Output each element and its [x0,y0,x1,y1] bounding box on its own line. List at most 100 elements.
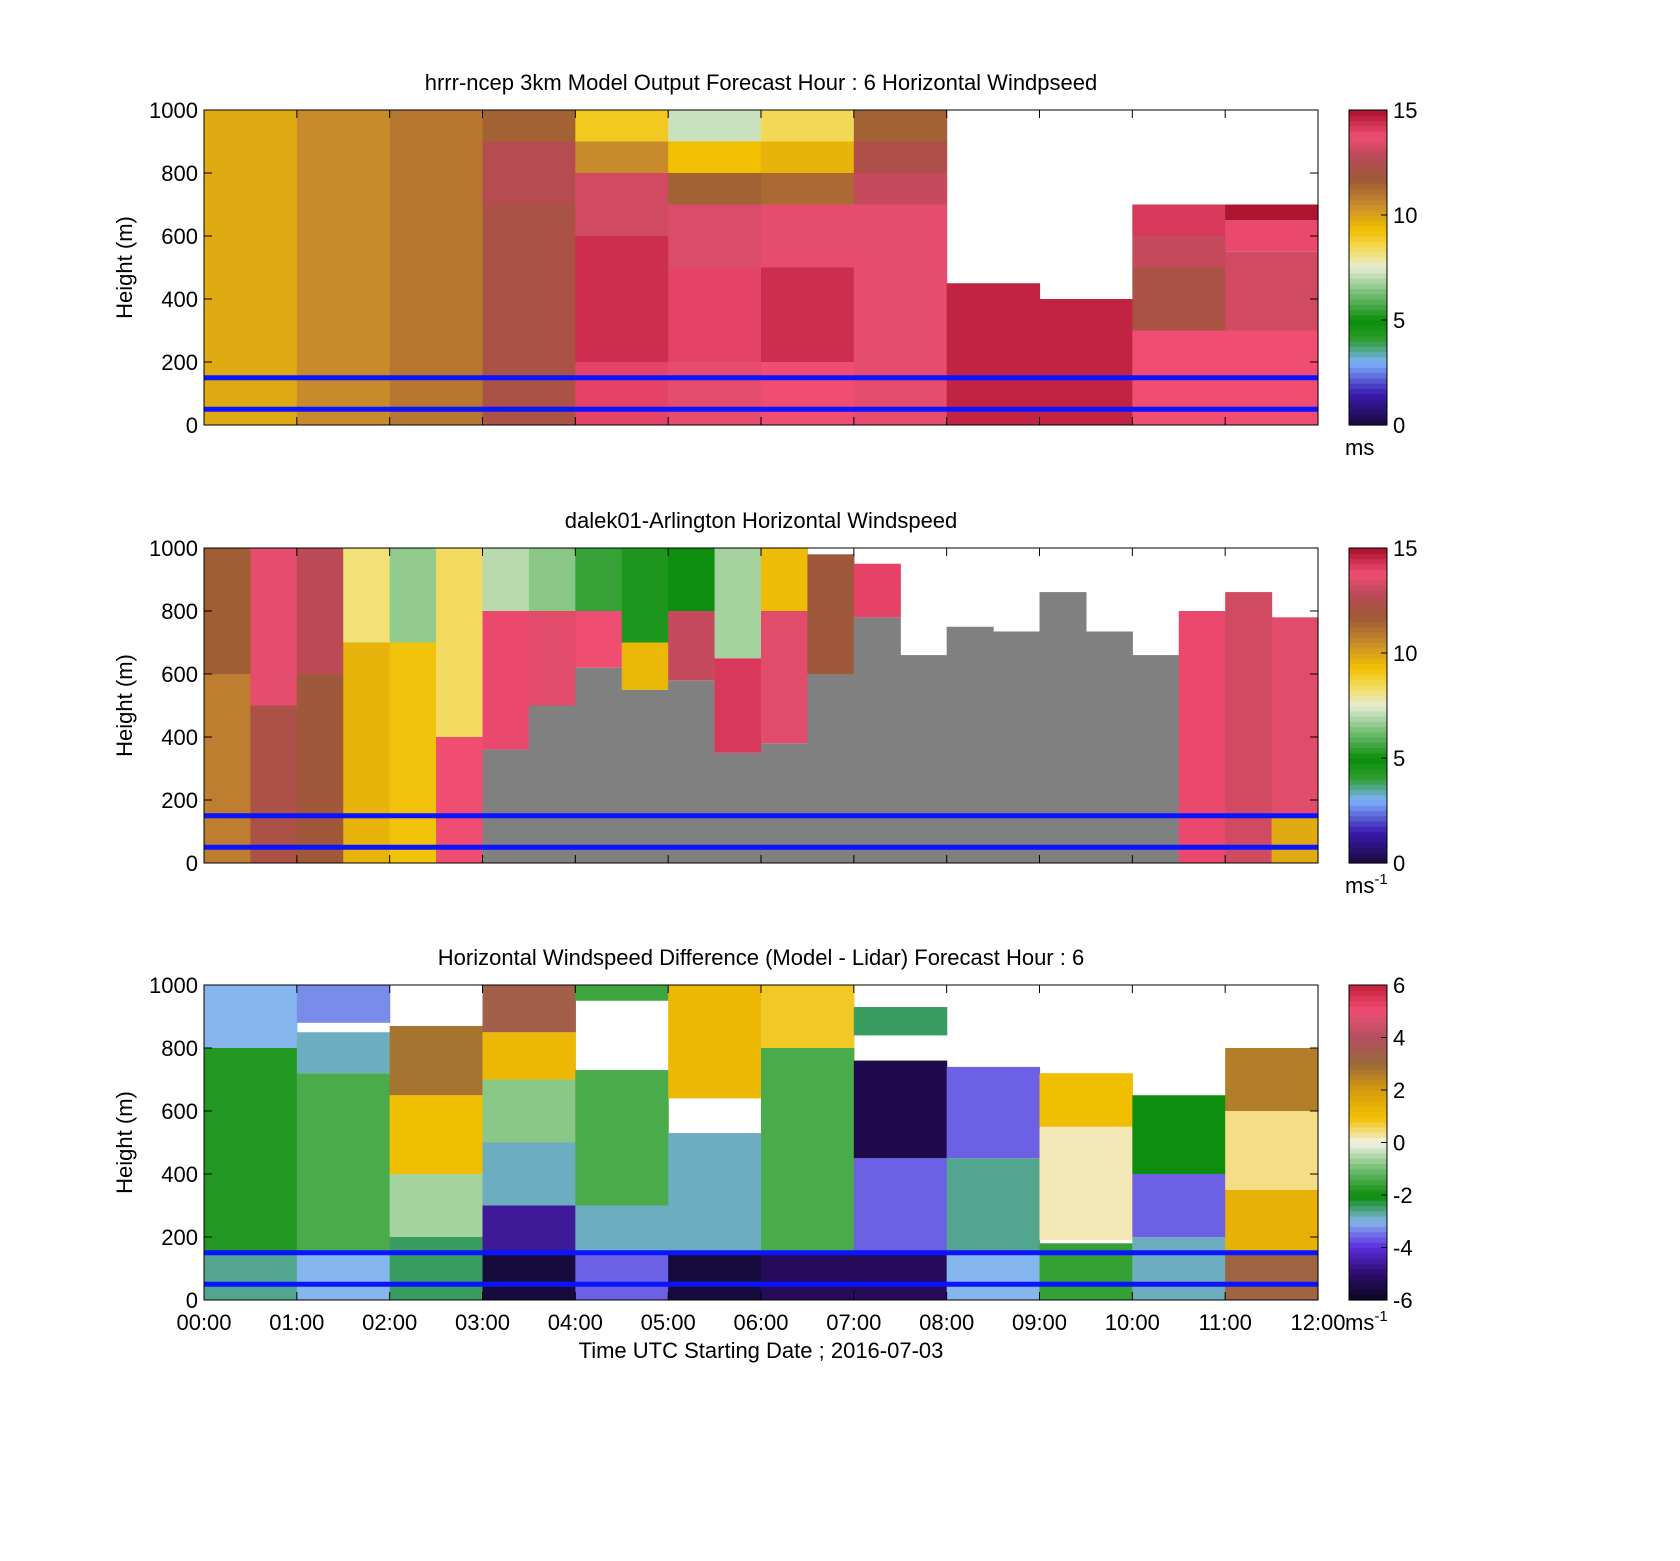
heatmap-cell [714,752,762,863]
colorbar-segment [1349,220,1387,227]
heatmap-cell [668,1252,762,1300]
heatmap-cell [714,548,762,659]
colorbar-segment [1349,1121,1387,1128]
heatmap-cell [853,141,948,173]
heatmap-cell [761,173,855,205]
colorbar-segment [1349,1195,1387,1201]
colorbar-segment [1349,1242,1387,1249]
colorbar-segment [1349,768,1387,775]
colorbar-segment [1349,1200,1387,1207]
colorbar-segment [1349,125,1387,132]
colorbar-segment [1349,1258,1387,1264]
heatmap-cell [946,626,994,863]
heatmap-cell [389,110,484,425]
heatmap-cells [204,985,1319,1300]
colorbar-segment [1349,689,1387,696]
heatmap-cell [761,985,855,1048]
colorbar-segment [1349,1263,1387,1270]
colorbar-segment [1349,1231,1387,1238]
heatmap-cell [853,1252,948,1300]
heatmap-cell [389,548,437,643]
colorbar-segment [1349,621,1387,628]
colorbar-segment [1349,563,1387,570]
colorbar-segment [1349,674,1387,680]
heatmap-cell [668,985,762,1099]
heatmap-cell [668,1133,762,1253]
colorbar-segment [1349,1174,1387,1180]
heatmap-cell [761,611,809,744]
colorbar-segment [1349,341,1387,347]
y-tick-label: 800 [161,161,198,186]
heatmap-cells [204,548,1319,863]
colorbar-segment [1349,658,1387,665]
heatmap-cell [853,563,901,618]
heatmap-cell [575,985,669,1001]
colorbar-segment [1349,209,1387,216]
colorbar-segment [1349,1090,1387,1096]
colorbar-segment [1349,278,1387,284]
colorbar-segment [1349,1095,1387,1102]
colorbar-segment [1349,616,1387,623]
colorbar-segment [1349,283,1387,290]
heatmap-cell [1225,220,1319,252]
colorbar-segment [1349,110,1387,116]
colorbar-segment [1349,351,1387,358]
heatmap-cell [761,110,855,142]
heatmap-cell [204,1252,298,1300]
heatmap-cell [1132,204,1226,236]
colorbar: 0 5 10 15 ms-1 [1345,536,1417,898]
colorbar-segment [1349,152,1387,158]
x-tick-label: 05:00 [641,1310,696,1335]
colorbar-segment [1349,141,1387,148]
heatmap-cell [761,743,809,863]
colorbar-tick-label: 0 [1393,413,1405,438]
colorbar-segment [1349,356,1387,363]
heatmap-cell [1225,1252,1319,1300]
colorbar-segment [1349,299,1387,305]
x-tick-label: 09:00 [1012,1310,1067,1335]
heatmap-cell [1225,204,1319,221]
colorbar-segment [1349,409,1387,416]
heatmap-cell [900,655,948,863]
colorbar-segment [1349,1021,1387,1028]
colorbar-segment [1349,726,1387,733]
colorbar-segment [1349,1027,1387,1033]
colorbar-segment [1349,362,1387,368]
heatmap-cell [250,548,298,706]
y-axis-label: Height (m) [112,1091,137,1194]
y-axis-label: Height (m) [112,654,137,757]
heatmap-cell [1132,655,1180,863]
y-tick-label: 800 [161,599,198,624]
colorbar-tick-label: 10 [1393,203,1417,228]
colorbar-segment [1349,1032,1387,1039]
colorbar-segment [1349,1142,1387,1149]
colorbar-tick-label: 5 [1393,308,1405,333]
colorbar-segment [1349,752,1387,759]
heatmap-cell [1039,299,1133,425]
colorbar-unit-label: ms-1 [1345,1308,1388,1335]
y-tick-label: 200 [161,350,198,375]
colorbar-segment [1349,653,1387,659]
heatmap-cell [993,631,1041,863]
colorbar-segment [1349,1137,1387,1144]
colorbar-segment [1349,626,1387,633]
y-tick-label: 400 [161,287,198,312]
colorbar-segment [1349,763,1387,770]
heatmap-cell [1085,631,1133,863]
colorbar-segment [1349,758,1387,764]
heatmap-cell [1178,611,1226,863]
panel-1: 0 200 400 600 800 1000 hrrr-ncep 3km Model Out… [112,70,1417,460]
colorbar-segment [1349,372,1387,379]
colorbar-segment [1349,162,1387,169]
heatmap-cell [575,362,669,425]
heatmap-cell [482,1032,576,1080]
panel-3: 0 200 400 600 800 1000 00:00 01:00 02:00 03:00 04:… [112,945,1413,1335]
y-axis-label: Height (m) [112,216,137,319]
panel-title: Horizontal Windspeed Difference (Model -… [438,945,1084,970]
colorbar-segment [1349,267,1387,274]
heatmap-cell [668,141,762,173]
heatmap-cells [204,110,1319,425]
heatmap-cell [1225,251,1319,331]
colorbar-segment [1349,789,1387,796]
